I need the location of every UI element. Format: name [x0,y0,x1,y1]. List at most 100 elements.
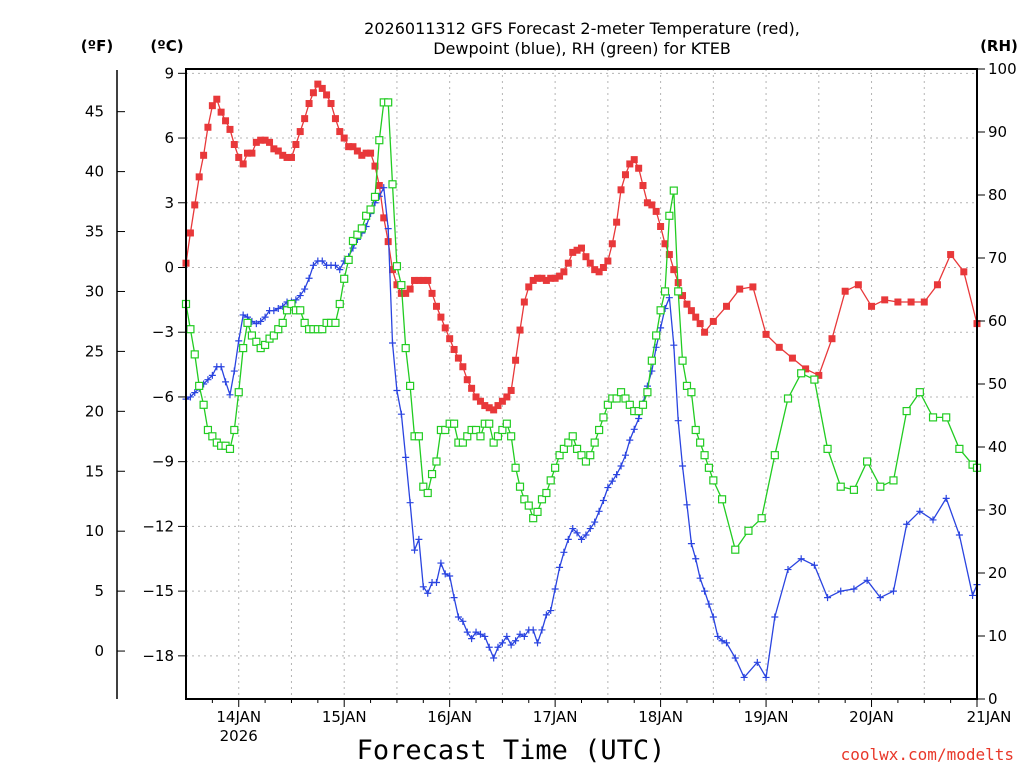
data-point [335,299,344,309]
data-point [863,576,871,584]
data-point [454,354,462,362]
data-point [696,438,705,447]
data-point [287,153,295,161]
data-point [336,128,344,136]
data-point [243,149,251,157]
plot-border [185,68,978,700]
data-point [916,507,924,515]
data-point [560,548,568,556]
data-point [529,276,537,284]
data-point [432,457,441,466]
data-point [736,285,744,293]
data-point [797,369,806,378]
data-point [380,214,388,222]
data-point [538,626,546,634]
data-point [235,337,243,345]
data-point [687,540,695,548]
data-point [463,376,471,384]
data-point [603,400,612,409]
series-temperature [182,80,981,414]
data-point [850,585,858,593]
data-point [599,497,607,505]
data-point [718,637,726,645]
data-point [336,266,344,274]
data-point [301,285,309,293]
data-point [753,658,761,666]
data-point [740,673,748,681]
data-point [327,100,335,108]
data-point [305,274,313,282]
data-point [367,149,375,157]
data-point [353,147,361,155]
data-point [362,149,370,157]
data-point [577,451,586,460]
data-point [512,637,520,645]
data-point [511,463,520,472]
data-point [375,136,384,145]
series-relative-humidity [181,98,982,554]
data-point [942,413,951,422]
data-point [608,240,616,248]
data-point [331,261,339,269]
celsius-tick-label: −18 [142,647,174,665]
data-point [810,375,819,384]
data-point [537,495,547,504]
celsius-tick-label: −9 [152,453,174,471]
data-point [815,371,823,379]
data-point [296,128,304,136]
data-point [683,501,691,509]
data-point [665,251,673,259]
fahrenheit-tick-label: 5 [94,582,104,600]
data-point [428,289,436,297]
data-point [208,102,216,110]
data-point [907,298,915,306]
data-point [239,160,247,168]
data-point [458,438,467,447]
data-point [929,516,937,524]
gridlines [186,69,977,699]
fahrenheit-tick-label: 45 [85,103,104,121]
data-point [261,136,269,144]
data-point [837,587,845,595]
rh-tick-label: 50 [988,375,1007,393]
celsius-tick-label: 6 [164,129,174,147]
data-point [608,477,616,485]
data-point [660,287,670,296]
data-point [783,394,793,403]
data-point [406,285,414,293]
credit-text: coolwx.com/modelts [841,745,1014,764]
data-point [538,274,546,282]
x-tick-label: 18JAN [638,708,683,726]
data-point [459,617,467,625]
data-point [556,272,564,280]
data-point [415,276,423,284]
data-point [437,559,445,567]
data-point [362,211,371,220]
data-point [195,381,204,390]
data-point [928,413,938,422]
data-point [494,643,502,651]
data-point [525,283,533,291]
data-point [494,402,502,410]
data-point [283,153,291,161]
data-point [599,413,608,422]
data-point [419,482,428,491]
data-point [665,211,674,220]
data-point [389,339,397,347]
data-point [621,394,630,403]
data-point [665,294,673,302]
data-point [318,84,326,92]
data-point [586,259,594,267]
data-point [683,300,691,308]
data-point [613,471,621,479]
data-point [257,136,265,144]
data-point [401,343,410,353]
data-point [652,331,661,340]
rh-tick-label: 30 [988,501,1007,519]
data-point [507,432,516,441]
data-point [569,248,577,256]
data-point [191,389,199,397]
data-point [446,572,454,580]
data-point [626,160,634,168]
data-point [371,162,379,170]
